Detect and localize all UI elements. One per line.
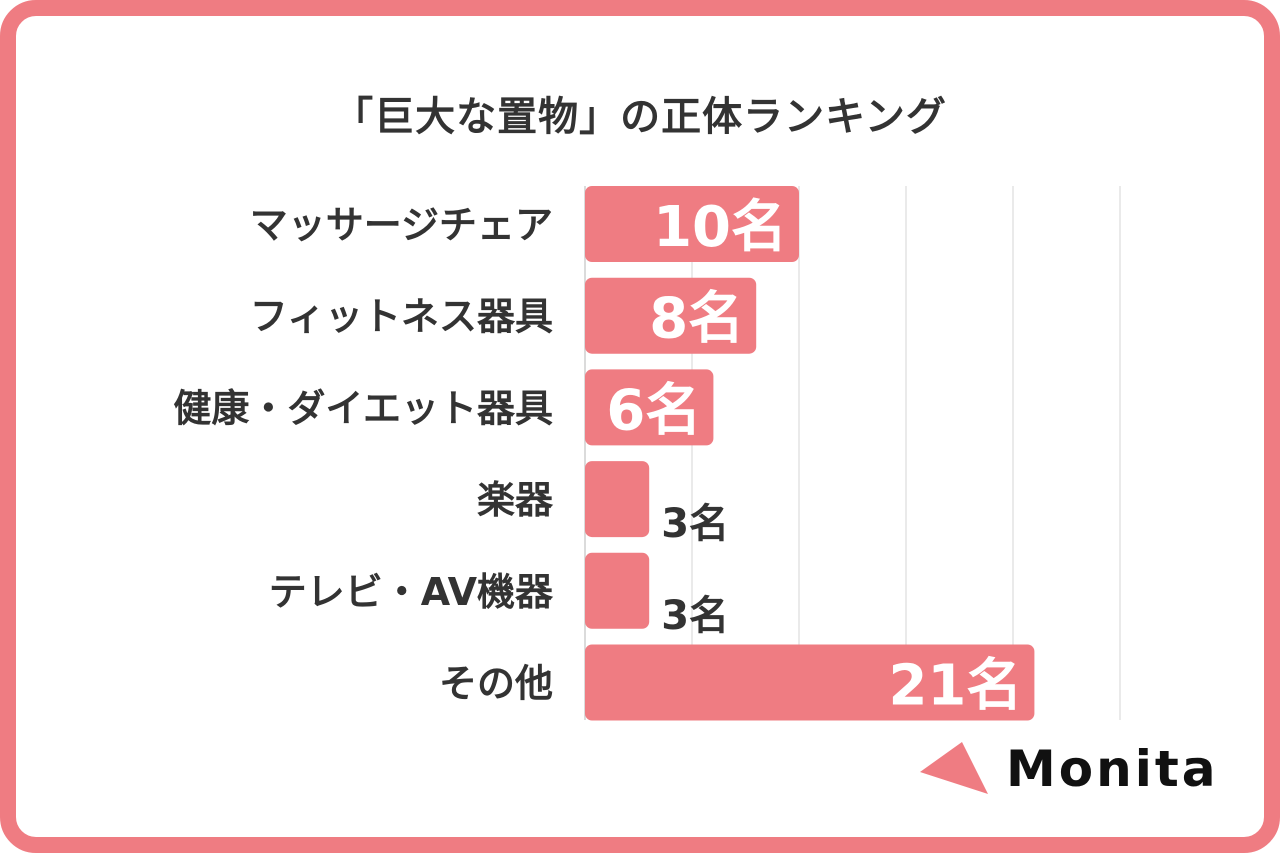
category-label: テレビ・AV機器 [269,570,554,614]
bar [585,461,650,538]
logo-triangle-icon [920,742,988,794]
value-label: 6名 [606,378,701,443]
value-label: 8名 [649,287,744,352]
category-label: フィットネス器具 [250,295,553,339]
value-label: 3名 [661,593,729,639]
bar [585,552,650,629]
bar [585,277,757,354]
category-label: その他 [439,662,553,706]
category-label: 健康・ダイエット器具 [173,386,553,430]
bar [585,369,714,446]
bar [585,186,799,262]
category-label: 楽器 [477,478,554,522]
logo-text: Monita [1006,740,1219,798]
chart-title: 「巨大な置物」の正体ランキング [333,94,947,140]
brand-logo: Monita [914,736,1244,810]
category-label: マッサージチェア [250,203,553,247]
value-label: 10名 [653,195,787,260]
value-label: 21名 [888,654,1022,719]
value-label: 3名 [661,501,729,547]
bar [585,644,1035,721]
